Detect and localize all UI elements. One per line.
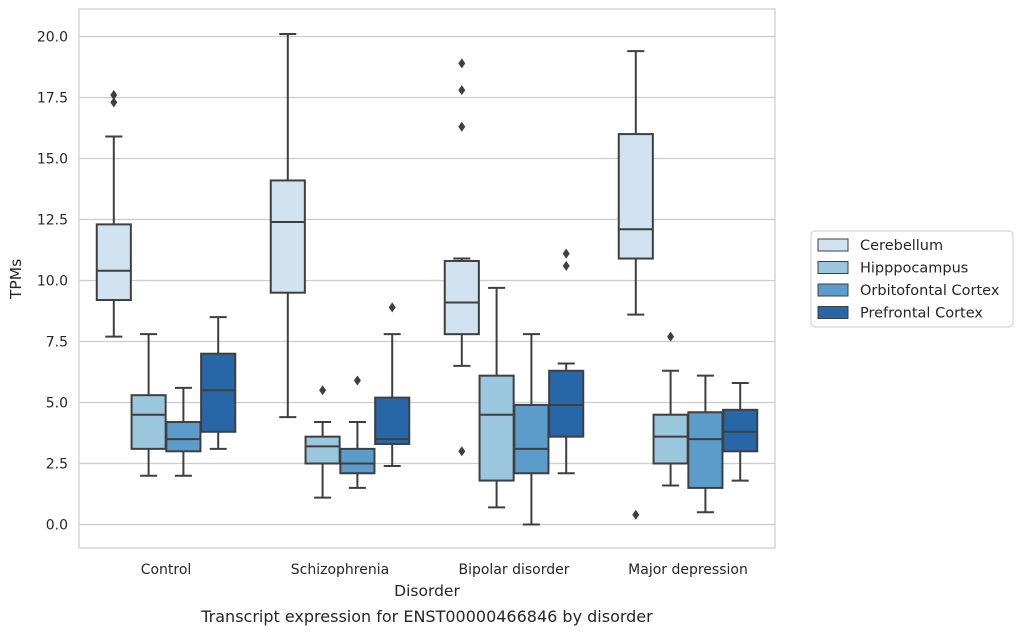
outlier-point	[110, 97, 118, 108]
y-axis-label: TPMs	[7, 259, 25, 300]
box-orbitofontal-cortex	[165, 386, 202, 477]
box-hipppocampus	[478, 286, 515, 509]
legend-swatch	[817, 238, 849, 252]
box-iqr	[443, 259, 480, 336]
outlier-point	[319, 385, 327, 396]
box-prefrontal-cortex	[200, 316, 237, 450]
gridlines	[79, 35, 775, 526]
box-iqr	[617, 133, 654, 260]
box-iqr	[339, 447, 376, 475]
plot-area-frame	[78, 8, 776, 549]
outlier-point	[458, 121, 466, 132]
box-cerebellum	[443, 58, 480, 457]
box-cerebellum	[95, 90, 132, 338]
box-iqr	[165, 421, 202, 453]
legend-swatch	[817, 283, 849, 297]
y-tick-labels: 0.0 2.5 5.0 7.5 10.0 12.5 15.0 17.5 20.0	[37, 30, 68, 534]
box-orbitofontal-cortex	[513, 333, 550, 526]
outlier-point	[562, 260, 570, 271]
y-tick-label: 10.0	[37, 274, 68, 290]
box-orbitofontal-cortex	[339, 375, 376, 489]
outlier-point	[667, 331, 675, 342]
chart-caption: Transcript expression for ENST0000046684…	[200, 607, 653, 626]
y-tick-label: 0.0	[46, 518, 68, 534]
box-cerebellum	[269, 33, 306, 419]
box-hipppocampus	[130, 333, 167, 477]
outlier-point	[562, 248, 570, 259]
box-iqr	[548, 369, 585, 438]
box-iqr	[130, 394, 167, 450]
y-tick-label: 20.0	[37, 30, 68, 46]
legend-swatch	[817, 306, 849, 319]
y-tick-label: 2.5	[46, 457, 68, 473]
outlier-point	[353, 375, 361, 386]
box-hipppocampus	[304, 385, 341, 499]
y-tick-label: 17.5	[37, 91, 68, 107]
outlier-point	[458, 58, 466, 69]
outlier-point	[632, 509, 640, 520]
box-iqr	[95, 223, 132, 302]
box-iqr	[722, 408, 759, 453]
y-tick-label: 12.5	[37, 213, 68, 229]
box-iqr	[652, 413, 689, 465]
legend-frame	[810, 230, 1014, 328]
legend-swatch	[817, 261, 849, 274]
box-iqr	[478, 374, 515, 482]
y-tick-label: 7.5	[46, 335, 68, 351]
outlier-point	[458, 446, 466, 457]
box-orbitofontal-cortex	[687, 374, 724, 514]
outlier-point	[458, 85, 466, 96]
legend-label: Hipppocampus	[860, 261, 968, 277]
y-tick-label: 5.0	[46, 396, 68, 412]
box-iqr	[513, 403, 550, 475]
y-tick-label: 15.0	[37, 152, 68, 168]
box-prefrontal-cortex	[722, 381, 759, 482]
box-prefrontal-cortex	[374, 302, 411, 467]
box-iqr	[687, 411, 724, 489]
x-tick-labels: Control Schizophrenia Bipolar disorder Majo…	[141, 562, 748, 578]
x-tick-label: Bipolar disorder	[458, 562, 569, 578]
box-cerebellum	[617, 50, 654, 520]
x-tick-label: Major depression	[628, 562, 748, 578]
box-iqr	[200, 352, 237, 433]
x-tick-label: Control	[141, 562, 192, 578]
box-iqr	[304, 435, 341, 465]
legend-label: Prefrontal Cortex	[860, 306, 983, 322]
box-prefrontal-cortex	[548, 248, 585, 475]
legend-label: Orbitofontal Cortex	[860, 283, 1000, 299]
legend-label: Cerebellum	[860, 238, 943, 254]
box-iqr	[269, 179, 306, 294]
x-tick-label: Schizophrenia	[291, 562, 389, 578]
box-groups	[95, 33, 759, 526]
box-hipppocampus	[652, 331, 689, 487]
outlier-point	[110, 90, 118, 101]
box-iqr	[374, 396, 411, 445]
legend: Cerebellum Hipppocampus Orbitofontal Corte…	[810, 230, 1014, 328]
x-axis-label: Disorder	[394, 582, 460, 600]
outlier-point	[388, 302, 396, 313]
